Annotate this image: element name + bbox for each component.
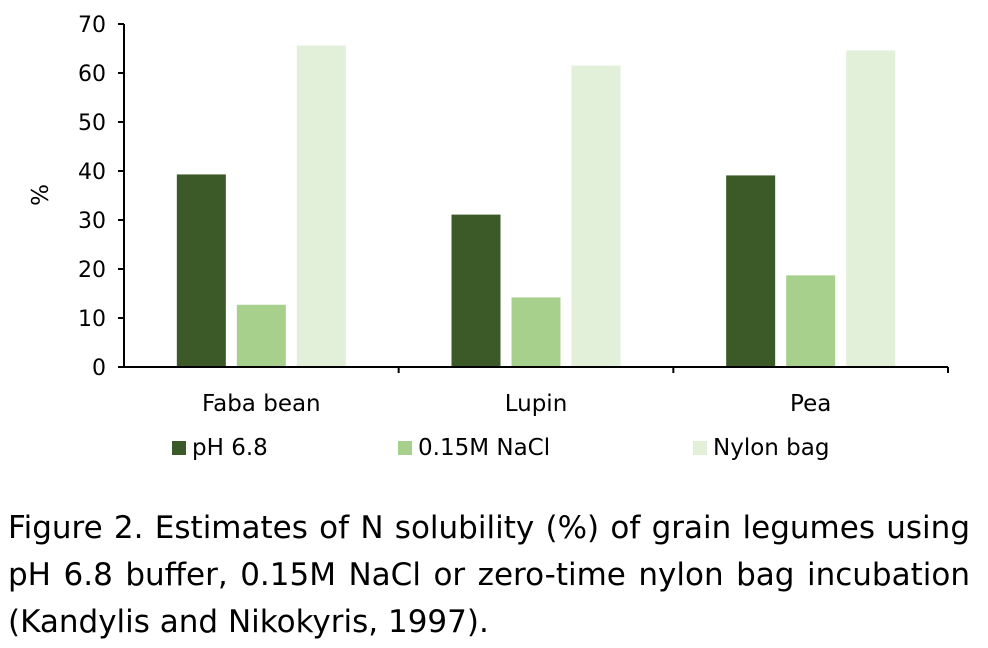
x-tick-label: Pea: [790, 391, 831, 417]
y-axis: 0 10 20 30 40 50 60 70: [78, 13, 124, 381]
y-tick-label: 40: [78, 160, 106, 185]
y-tick-label: 20: [78, 258, 106, 283]
bar: [296, 45, 346, 368]
legend-swatch: [172, 441, 186, 455]
x-tick-label: Lupin: [505, 391, 568, 417]
y-tick-label: 70: [78, 13, 106, 38]
y-axis-label: %: [28, 184, 54, 206]
bar: [176, 174, 226, 367]
y-tick-label: 60: [78, 62, 106, 87]
bar: [846, 50, 896, 368]
bar: [726, 175, 776, 367]
legend-swatch: [398, 441, 412, 455]
y-tick-label: 0: [92, 356, 106, 381]
y-tick-label: 30: [78, 209, 106, 234]
bar: [786, 275, 836, 367]
bars: [176, 45, 896, 368]
legend-swatch: [693, 441, 707, 455]
y-tick-label: 10: [78, 307, 106, 332]
bar: [511, 297, 561, 367]
legend-label: pH 6.8: [192, 435, 268, 461]
bar-chart: % 0 10 20 30 40 50 60 70 Faba bean Lupin Pea pH 6…: [28, 13, 949, 461]
legend-label: Nylon bag: [713, 435, 829, 461]
y-tick-label: 50: [78, 111, 106, 136]
bar: [451, 214, 501, 367]
legend: pH 6.8 0.15M NaCl Nylon bag: [172, 435, 829, 461]
legend-label: 0.15M NaCl: [418, 435, 550, 461]
figure-caption: Figure 2. Estimates of N solubility (%) …: [8, 510, 970, 640]
bar: [236, 304, 286, 367]
x-axis: Faba bean Lupin Pea: [202, 367, 949, 417]
bar: [571, 65, 621, 368]
x-tick-label: Faba bean: [202, 391, 321, 417]
